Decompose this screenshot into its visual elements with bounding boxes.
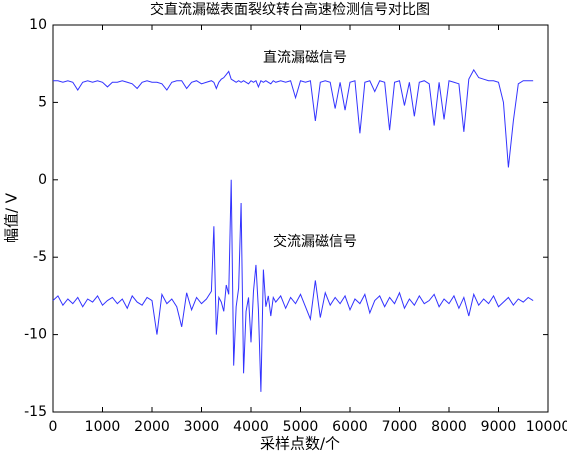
y-tick-label: -15: [24, 404, 47, 420]
x-tick-label: 10000: [526, 419, 567, 435]
y-tick-label: -10: [24, 327, 47, 343]
x-tick-label: 2000: [134, 419, 170, 435]
x-tick-label: 3000: [184, 419, 220, 435]
annotation: 直流漏磁信号: [263, 49, 347, 66]
x-axis-label: 采样点数/个: [260, 435, 340, 453]
x-tick-label: 7000: [382, 419, 418, 435]
y-tick-label: 0: [38, 172, 47, 188]
y-axis-label: 幅值/ V: [3, 192, 21, 243]
y-tick-label: 5: [38, 94, 47, 110]
x-tick-label: 5000: [283, 419, 319, 435]
x-tick-label: 4000: [233, 419, 269, 435]
plot-frame: [52, 24, 549, 413]
chart-title: 交直流漏磁表面裂纹转台高速检测信号对比图: [150, 1, 430, 18]
y-tick-label: 10: [29, 17, 47, 33]
x-tick-label: 6000: [332, 419, 368, 435]
signal-line: [52, 179, 534, 392]
x-tick-label: 9000: [481, 419, 517, 435]
y-tick-label: -5: [33, 249, 47, 265]
x-tick-label: 0: [49, 419, 58, 435]
annotation: 交流漏磁信号: [273, 233, 357, 250]
signal-line: [53, 68, 534, 168]
x-tick-label: 8000: [431, 419, 467, 435]
x-tick-label: 1000: [85, 419, 121, 435]
